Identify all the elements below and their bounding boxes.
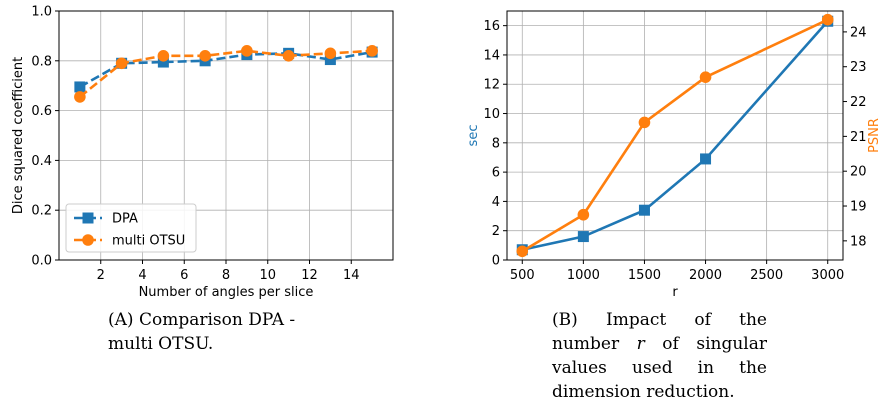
y-tick-label-right: 20 xyxy=(850,165,867,180)
y-tick-label-left: 4 xyxy=(492,195,500,210)
y-tick-label: 0.6 xyxy=(31,104,52,119)
x-tick-label: 12 xyxy=(301,268,318,283)
data-point-1-6 xyxy=(324,47,337,60)
x-tick-label: 2000 xyxy=(689,268,722,283)
data-point-psnr-0 xyxy=(516,245,529,258)
data-point-1-7 xyxy=(366,45,378,57)
data-point-psnr-3 xyxy=(699,71,712,83)
caption-b-variable: r xyxy=(636,334,645,354)
x-tick-label: 1000 xyxy=(567,268,600,283)
data-point-sec-3 xyxy=(700,153,712,165)
caption-b-text-before: Impact of the number xyxy=(552,310,767,354)
y-tick-label-left: 2 xyxy=(492,224,500,239)
y-tick-label-left: 12 xyxy=(483,78,500,93)
y-tick-label-left: 10 xyxy=(483,107,500,122)
y-axis-label-right: PSNR xyxy=(867,118,882,153)
legend-label-0: DPA xyxy=(112,212,138,227)
x-axis-label: Number of angles per slice xyxy=(139,285,314,300)
y-tick-label: 1.0 xyxy=(31,5,52,20)
data-point-psnr-2 xyxy=(638,116,651,129)
y-tick-label-left: 14 xyxy=(483,48,500,63)
x-tick-label: 14 xyxy=(343,268,360,283)
y-tick-label-right: 23 xyxy=(850,60,867,75)
data-point-1-4 xyxy=(241,45,253,57)
legend-label-1: multi OTSU xyxy=(112,234,185,249)
plot-frame xyxy=(506,10,844,261)
data-point-1-0 xyxy=(74,91,86,103)
legend-marker-0 xyxy=(82,212,94,224)
caption-b: (B) Impact of the number r of singular v… xyxy=(552,308,767,404)
x-tick-label: 2500 xyxy=(750,268,783,283)
y-tick-label-right: 19 xyxy=(850,200,867,215)
data-point-sec-2 xyxy=(638,204,650,216)
caption-a: (A) Comparison DPA - multi OTSU. xyxy=(108,308,328,356)
data-point-1-3 xyxy=(199,50,211,62)
series-line-1 xyxy=(79,49,373,98)
data-point-0-6 xyxy=(324,54,336,66)
data-point-0-0 xyxy=(74,81,86,93)
y-tick-label-right: 21 xyxy=(850,130,867,145)
series-line-sec xyxy=(521,20,829,252)
x-tick-label: 4 xyxy=(138,268,146,283)
x-axis-label: r xyxy=(672,285,678,300)
y-tick-label-right: 22 xyxy=(850,95,867,110)
data-point-sec-1 xyxy=(577,231,589,243)
y-tick-label: 0.8 xyxy=(31,54,52,69)
data-point-psnr-1 xyxy=(577,208,590,221)
y-tick-label-left: 8 xyxy=(492,136,500,151)
y-tick-label-left: 6 xyxy=(492,166,500,181)
data-point-psnr-4 xyxy=(821,13,834,26)
legend-box xyxy=(65,203,197,253)
y-tick-label: 0.2 xyxy=(31,204,52,219)
caption-b-tag: (B) xyxy=(552,310,578,330)
panel-b-runtime-psnr-chart: 500 1000 1500 2000 2500 300002468101214161819… xyxy=(466,10,882,300)
data-point-1-1 xyxy=(115,57,128,70)
y-tick-label-right: 24 xyxy=(850,25,867,40)
panel-a-dice-chart: 2 4 6 8 10 12 14 0.0 0.2 0.4 0.6 0.8 1.0 Number of an… xyxy=(11,5,394,300)
y-axis-label: Dice squared coefficient xyxy=(11,57,26,214)
x-tick-label: 2 xyxy=(97,268,105,283)
y-tick-label-right: 18 xyxy=(850,234,867,249)
x-tick-label: 8 xyxy=(222,268,230,283)
x-tick-label: 500 xyxy=(510,268,535,283)
x-tick-label: 1500 xyxy=(628,268,661,283)
y-tick-label: 0.4 xyxy=(31,154,52,169)
y-tick-label-left: 16 xyxy=(483,19,500,34)
y-tick-label: 0.0 xyxy=(31,254,52,269)
x-tick-label: 6 xyxy=(180,268,188,283)
caption-a-text: Comparison DPA - multi OTSU. xyxy=(108,310,296,354)
series-line-psnr xyxy=(521,18,829,253)
y-tick-label-left: 0 xyxy=(492,254,500,269)
y-axis-label-left: sec xyxy=(466,125,481,147)
caption-b-text-after: of singular values used in the dimension… xyxy=(552,334,767,402)
caption-a-tag: (A) xyxy=(108,310,134,330)
data-point-1-5 xyxy=(282,50,295,62)
data-point-1-2 xyxy=(157,50,170,62)
legend-marker-1 xyxy=(82,234,94,246)
x-tick-label: 10 xyxy=(259,268,276,283)
x-tick-label: 3000 xyxy=(811,268,844,283)
data-point-0-2 xyxy=(157,56,169,68)
